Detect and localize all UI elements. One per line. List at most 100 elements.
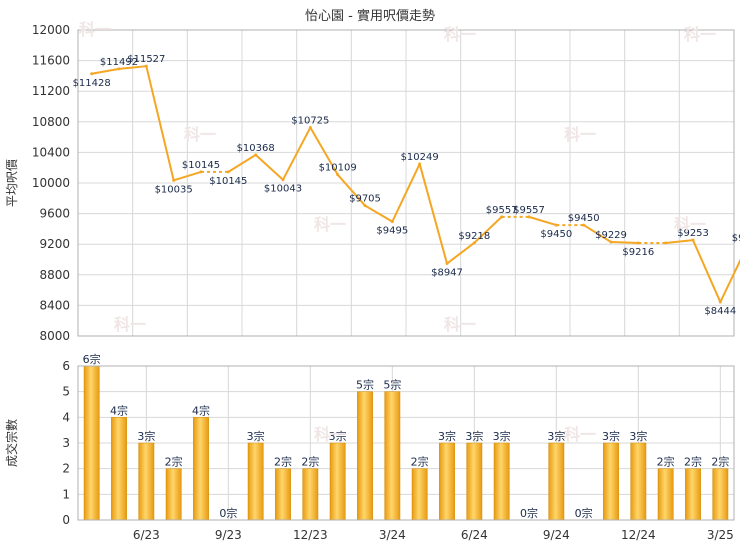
- price-line-segment: [227, 153, 257, 173]
- watermark-text: 科一: [314, 215, 346, 234]
- price-point-label: $10035: [155, 184, 193, 195]
- price-y-tick-label: 8400: [39, 298, 70, 312]
- x-tick-label: 9/24: [543, 528, 570, 542]
- price-y-axis-label: 平均呎價: [5, 159, 19, 207]
- price-point-label: $8947: [431, 268, 463, 279]
- volume-bar-label: 0宗: [520, 506, 538, 520]
- price-point: [254, 153, 258, 157]
- volume-bar: [603, 442, 619, 521]
- price-point-label: $9450: [568, 213, 600, 224]
- volume-bar: [384, 391, 401, 521]
- volume-y-tick-label: 3: [62, 436, 70, 450]
- price-point-label: $9253: [677, 228, 709, 239]
- x-tick-label: 3/24: [379, 528, 406, 542]
- volume-bar-label: 2宗: [274, 455, 292, 469]
- volume-bar: [493, 442, 510, 521]
- watermark-text: 科一: [79, 20, 111, 39]
- volume-bar-label: 4宗: [192, 403, 210, 417]
- price-point: [363, 204, 367, 208]
- price-point: [554, 223, 558, 227]
- price-line-segment: [665, 239, 694, 244]
- volume-y-tick-label: 6: [62, 359, 70, 373]
- volume-bar-label: 5宗: [383, 378, 401, 392]
- price-point-label: $10043: [264, 184, 302, 195]
- price-y-tick-label: 12000: [32, 23, 70, 37]
- price-point: [718, 300, 722, 304]
- x-tick-label: 6/24: [461, 528, 488, 542]
- price-point: [390, 220, 394, 224]
- price-y-tick-label: 10400: [32, 145, 70, 159]
- volume-bar: [275, 468, 291, 521]
- watermark-text: 科一: [674, 215, 706, 234]
- price-line-segment: [145, 65, 175, 181]
- volume-bar-label: 3宗: [329, 429, 347, 443]
- price-line-segment: [91, 67, 120, 75]
- volume-bar-label: 3宗: [547, 429, 565, 443]
- volume-y-tick-label: 2: [62, 462, 70, 476]
- chart-title: 怡心園 - 實用呎價走勢: [305, 8, 435, 24]
- price-point-label: $9229: [595, 230, 627, 241]
- price-y-tick-label: 9600: [39, 207, 70, 221]
- volume-bar: [630, 442, 647, 521]
- volume-bar-label: 2宗: [301, 455, 319, 469]
- volume-bar: [302, 468, 319, 521]
- price-point-label: $9705: [349, 194, 381, 205]
- watermark-text: 科一: [564, 425, 596, 444]
- x-tick-label: 6/23: [133, 528, 160, 542]
- volume-bar-label: 2宗: [711, 455, 729, 469]
- price-line-segment: [719, 258, 740, 303]
- price-point-label: $10145: [182, 160, 220, 171]
- price-point: [199, 170, 203, 174]
- volume-bar-label: 2宗: [684, 455, 702, 469]
- volume-bar: [165, 468, 182, 521]
- price-line-segment: [118, 65, 147, 70]
- price-point-label: $10249: [401, 152, 439, 163]
- volume-bar-label: 2宗: [657, 455, 675, 469]
- watermark-text: 科一: [684, 25, 716, 44]
- price-point: [636, 241, 640, 245]
- volume-plot-frame: [77, 365, 735, 521]
- price-point-label: $9216: [622, 247, 654, 258]
- volume-bar-label: 5宗: [356, 378, 374, 392]
- price-point: [308, 126, 312, 130]
- price-point-label: $9218: [458, 231, 490, 242]
- price-point: [281, 178, 285, 182]
- price-point-label: $10109: [319, 163, 357, 174]
- price-line-segment: [473, 216, 503, 244]
- price-line-segment: [692, 239, 722, 303]
- price-line-segment: [173, 170, 202, 182]
- volume-bar-label: 3宗: [137, 429, 155, 443]
- price-point: [609, 240, 613, 244]
- volume-bar-label: 6宗: [83, 352, 101, 366]
- price-point-label: $10368: [237, 143, 275, 154]
- volume-bar-label: 2宗: [165, 455, 183, 469]
- price-line-segment: [309, 127, 339, 176]
- price-point: [445, 262, 449, 266]
- price-point-label: $9450: [540, 229, 572, 240]
- volume-bar: [548, 442, 565, 521]
- price-line-segment: [336, 173, 366, 207]
- volume-bar: [247, 442, 264, 521]
- volume-y-tick-label: 0: [62, 513, 70, 527]
- price-point: [527, 215, 531, 219]
- price-point: [691, 238, 695, 242]
- price-line-segment: [583, 224, 612, 243]
- price-y-tick-label: 11200: [32, 84, 70, 98]
- price-y-tick-label: 10000: [32, 176, 70, 190]
- volume-bar-label: 4宗: [110, 403, 128, 417]
- price-y-tick-label: 10800: [32, 115, 70, 129]
- volume-bar-label: 3宗: [602, 429, 620, 443]
- volume-bar-label: 3宗: [629, 429, 647, 443]
- price-point-label: $11492: [100, 57, 138, 68]
- volume-bar: [193, 417, 209, 521]
- volume-y-tick-label: 1: [62, 487, 70, 501]
- price-point: [144, 64, 148, 68]
- price-y-tick-label: 9200: [39, 237, 70, 251]
- price-line-segment: [446, 242, 475, 265]
- price-point: [117, 67, 121, 71]
- price-point: [664, 241, 668, 245]
- price-point: [500, 215, 504, 219]
- volume-bar-label: 3宗: [247, 429, 265, 443]
- price-point-label: $11527: [127, 54, 165, 65]
